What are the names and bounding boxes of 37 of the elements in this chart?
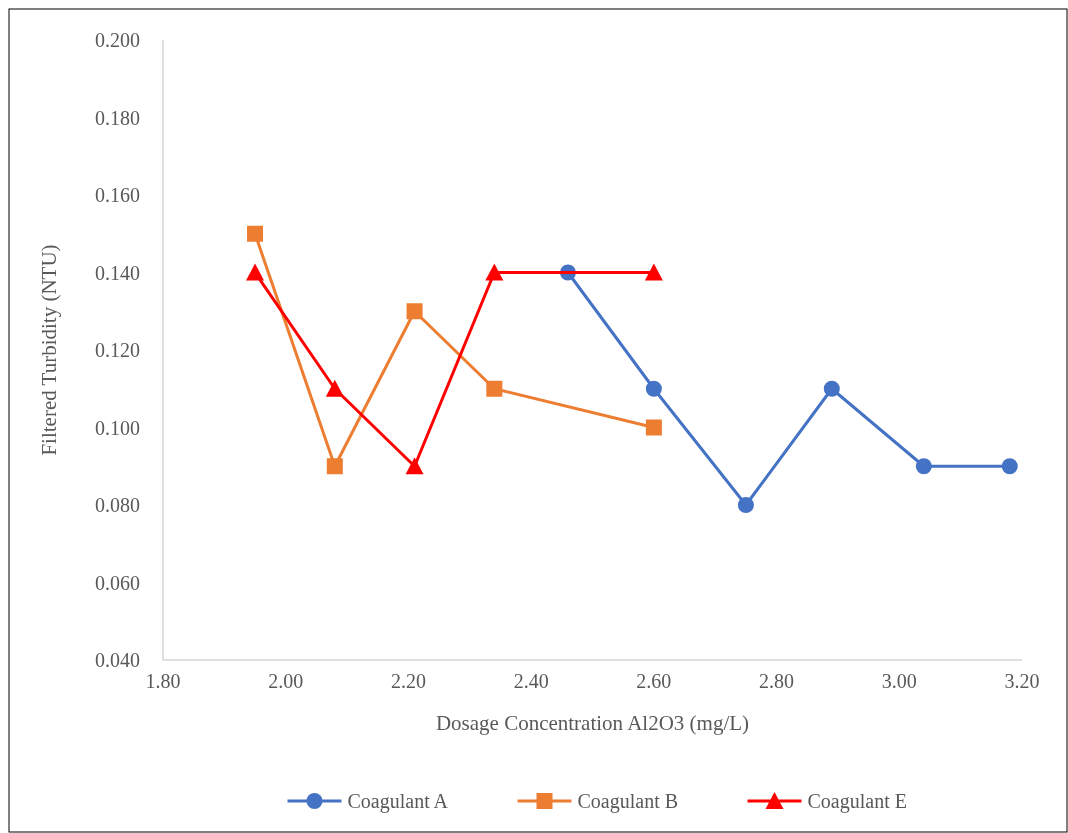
- legend-label: Coagulant B: [577, 790, 679, 813]
- y-tick-label: 0.200: [95, 29, 140, 51]
- x-tick-label: 2.60: [636, 670, 672, 692]
- x-tick-label: 2.40: [513, 670, 549, 692]
- y-tick-label: 0.060: [95, 571, 140, 594]
- point: [247, 225, 264, 242]
- point: [405, 457, 424, 475]
- legend-label: Coagulant A: [347, 790, 449, 813]
- point: [326, 458, 343, 475]
- x-tick-label: 1.80: [145, 670, 181, 692]
- y-tick-label: 0.140: [95, 261, 140, 284]
- point: [645, 419, 662, 436]
- y-axis-title: Filtered Turbidity (NTU): [37, 244, 61, 456]
- y-tick-label: 0.100: [95, 416, 140, 439]
- y-tick-label: 0.180: [95, 106, 140, 129]
- x-tick-label: 3.20: [1004, 670, 1040, 692]
- y-tick-label: 0.040: [95, 649, 140, 671]
- point: [1001, 458, 1018, 475]
- point: [823, 380, 840, 397]
- point: [325, 379, 344, 397]
- y-tick-label: 0.160: [95, 184, 140, 206]
- y-tick-label: 0.120: [95, 339, 140, 361]
- x-tick-label: 3.00: [881, 670, 917, 692]
- legend-label: Coagulant E: [807, 790, 907, 813]
- x-tick-label: 2.00: [268, 670, 304, 692]
- y-tick-label: 0.080: [95, 494, 140, 516]
- point: [915, 458, 932, 475]
- point: [645, 380, 662, 397]
- point: [246, 263, 265, 281]
- point: [485, 263, 504, 281]
- x-tick-label: 2.20: [390, 670, 426, 692]
- point: [737, 497, 754, 513]
- x-tick-label: 2.80: [759, 670, 795, 692]
- point: [486, 380, 503, 397]
- x-axis-title: Dosage Concentration Al2O3 (mg/L): [435, 711, 750, 735]
- point: [644, 263, 663, 281]
- point: [406, 303, 423, 320]
